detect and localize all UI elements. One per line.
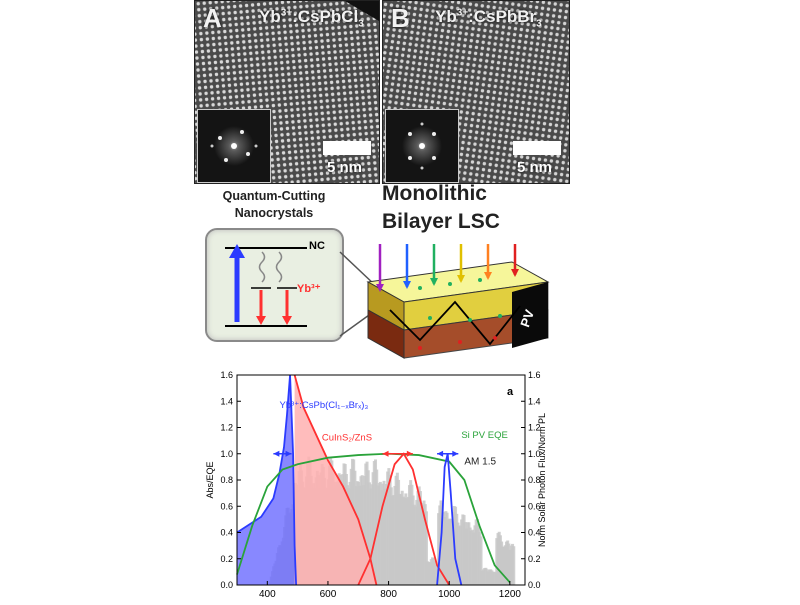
y-tick-label-right: 1.4 — [528, 396, 541, 406]
legend-si-eqe: Si PV EQE — [461, 430, 507, 441]
arrow-blue-left-head-left — [273, 451, 279, 457]
yb-label: Yb³⁺ — [297, 282, 321, 295]
y-tick-label: 0.0 — [220, 580, 233, 590]
panel-label-b: B — [391, 3, 410, 34]
scale-label-b: 5 nm — [517, 159, 552, 176]
arrow-red-head-left — [383, 451, 389, 457]
y-axis-label-left: Abs/EQE — [205, 461, 215, 498]
arrow-blue-right-head-right — [452, 451, 458, 457]
y-axis-label-right: Norm Solar Photon Flux/Norm PL — [537, 413, 547, 547]
x-tick-label: 600 — [320, 589, 337, 600]
legend-cuins2: CuInS₂/ZnS — [322, 433, 372, 444]
legend-am15: AM 1.5 — [464, 456, 496, 467]
y-tick-label-right: 0.0 — [528, 580, 541, 590]
y-tick-label-right: 1.6 — [528, 370, 541, 380]
scale-label-a: 5 nm — [327, 159, 362, 176]
am15-bar — [512, 546, 515, 585]
tem-panel-a: A Yb3+:CsPbCl3 5 nm — [194, 0, 380, 184]
fft-inset-a — [197, 109, 271, 183]
y-tick-label: 1.2 — [220, 423, 233, 433]
y-tick-label: 1.0 — [220, 449, 233, 459]
y-tick-label-right: 0.2 — [528, 554, 541, 564]
energy-level-diagram: NC Yb³⁺ — [205, 228, 344, 342]
quantum-cutting-title: Quantum-Cutting Nanocrystals — [194, 188, 354, 222]
x-tick-label: 400 — [259, 589, 276, 600]
y-tick-label: 1.6 — [220, 370, 233, 380]
scalebar-a — [323, 141, 371, 155]
lsc-device: PV — [360, 240, 560, 365]
x-tick-label: 1000 — [438, 589, 461, 600]
x-tick-label: 800 — [380, 589, 397, 600]
y-tick-label: 1.4 — [220, 396, 233, 406]
tem-formula-b: Yb3+:CsPbBr3 — [435, 7, 542, 29]
y-tick-label: 0.4 — [220, 528, 233, 538]
scalebar-b — [513, 141, 561, 155]
y-tick-label: 0.2 — [220, 554, 233, 564]
tem-panel-b: B Yb3+:CsPbBr3 5 nm — [382, 0, 570, 184]
legend-yb-perovskite: Yb³⁺:CsPb(Cl₁₋ₓBrₓ)₃ — [279, 400, 368, 411]
y-tick-label: 0.8 — [220, 475, 233, 485]
arrow-red-head-right — [407, 451, 413, 457]
fft-inset-b — [385, 109, 459, 183]
y-tick-label: 0.6 — [220, 501, 233, 511]
tem-formula-a: Yb3+:CsPbCl3 — [259, 7, 364, 29]
x-tick-label: 1200 — [499, 589, 522, 600]
monolithic-bilayer-title: Monolithic Bilayer LSC — [382, 180, 532, 236]
panel-label-a: A — [203, 3, 222, 34]
panel-label-chart: a — [507, 386, 514, 398]
nc-label: NC — [309, 240, 325, 252]
arrow-blue-right-head-left — [437, 451, 443, 457]
